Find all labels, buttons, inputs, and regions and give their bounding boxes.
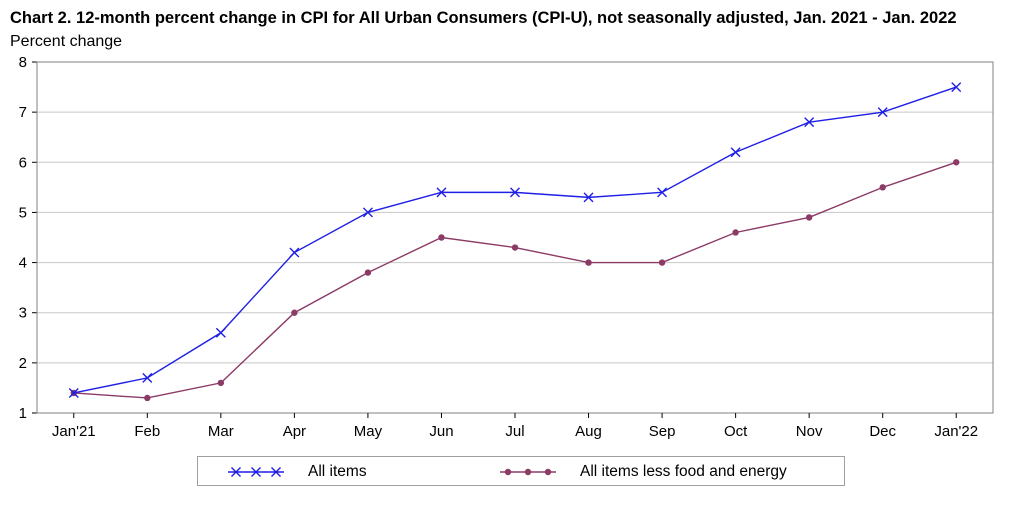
legend-label-core: All items less food and energy: [580, 463, 787, 480]
y-tick-label: 2: [19, 355, 27, 372]
data-point-core: [879, 184, 886, 191]
data-point-core: [585, 259, 592, 266]
legend-marker: [271, 467, 281, 477]
plot-area: [36, 61, 994, 414]
data-point-all-items: [804, 117, 815, 128]
data-point-all-items: [362, 207, 373, 218]
data-point-core: [732, 229, 739, 236]
x-tick-label: Dec: [869, 423, 896, 440]
y-tick-label: 3: [19, 305, 27, 322]
data-point-core: [144, 394, 151, 402]
legend-symbol-core: [500, 468, 556, 476]
data-point-core: [291, 309, 298, 316]
x-tick-label: Oct: [724, 423, 748, 440]
legend-symbol-all-items: [228, 467, 284, 477]
y-axis-label: Percent change: [10, 33, 123, 50]
x-tick-label: Aug: [575, 423, 602, 440]
data-point-core: [511, 244, 519, 251]
legend-marker: [504, 468, 512, 476]
data-point-all-items: [289, 247, 300, 258]
data-point-all-items: [68, 387, 79, 398]
legend-marker: [544, 468, 552, 476]
y-tick-label: 7: [19, 104, 27, 121]
data-point-core: [658, 259, 666, 266]
x-tick-label: Jan'22: [934, 423, 978, 440]
series-line-all-items: [73, 86, 957, 394]
x-tick-label: Apr: [283, 423, 306, 440]
legend-item-core: All items less food and energy: [498, 461, 787, 483]
legend-marker: [231, 467, 241, 477]
x-tick-label: Jun: [429, 423, 453, 440]
chart-title: Chart 2. 12-month percent change in CPI …: [10, 9, 957, 27]
data-point-all-items: [951, 82, 962, 93]
data-point-all-items: [657, 187, 668, 198]
x-tick-label: Mar: [208, 423, 234, 440]
x-tick-label: Jul: [505, 423, 524, 440]
data-point-core: [217, 379, 225, 387]
data-point-all-items: [215, 327, 226, 338]
data-point-all-items: [142, 372, 153, 383]
data-point-core: [953, 159, 960, 166]
data-point-core: [805, 214, 813, 221]
x-tick-label: Jan'21: [52, 423, 96, 440]
x-tick-label: Nov: [796, 423, 823, 440]
y-tick-label: 1: [19, 405, 27, 422]
line-chart: 1 2 3 4 5 6 7 8 Jan'21 Feb Mar Apr May Jun Jul Aug Sep Oc…: [19, 54, 994, 440]
y-tick-label: 6: [19, 154, 27, 171]
y-tick-label: 8: [19, 54, 27, 71]
legend-marker: [251, 467, 261, 477]
data-point-all-items: [730, 147, 741, 158]
y-tick-label: 5: [19, 204, 27, 221]
chart-legend: All items All items less food and energy: [197, 456, 845, 486]
x-tick-label: Sep: [649, 423, 676, 440]
data-point-all-items: [436, 187, 447, 198]
legend-label-all-items: All items: [308, 463, 367, 480]
data-point-core: [364, 269, 372, 276]
x-tick-label: May: [354, 423, 383, 440]
legend-item-all-items: All items: [226, 461, 367, 483]
x-tick-label: Feb: [134, 423, 160, 440]
data-point-all-items: [877, 107, 888, 118]
data-point-core: [438, 234, 445, 241]
data-point-all-items: [583, 192, 594, 203]
data-point-all-items: [510, 187, 520, 198]
legend-marker: [524, 468, 532, 476]
y-tick-label: 4: [19, 255, 27, 272]
